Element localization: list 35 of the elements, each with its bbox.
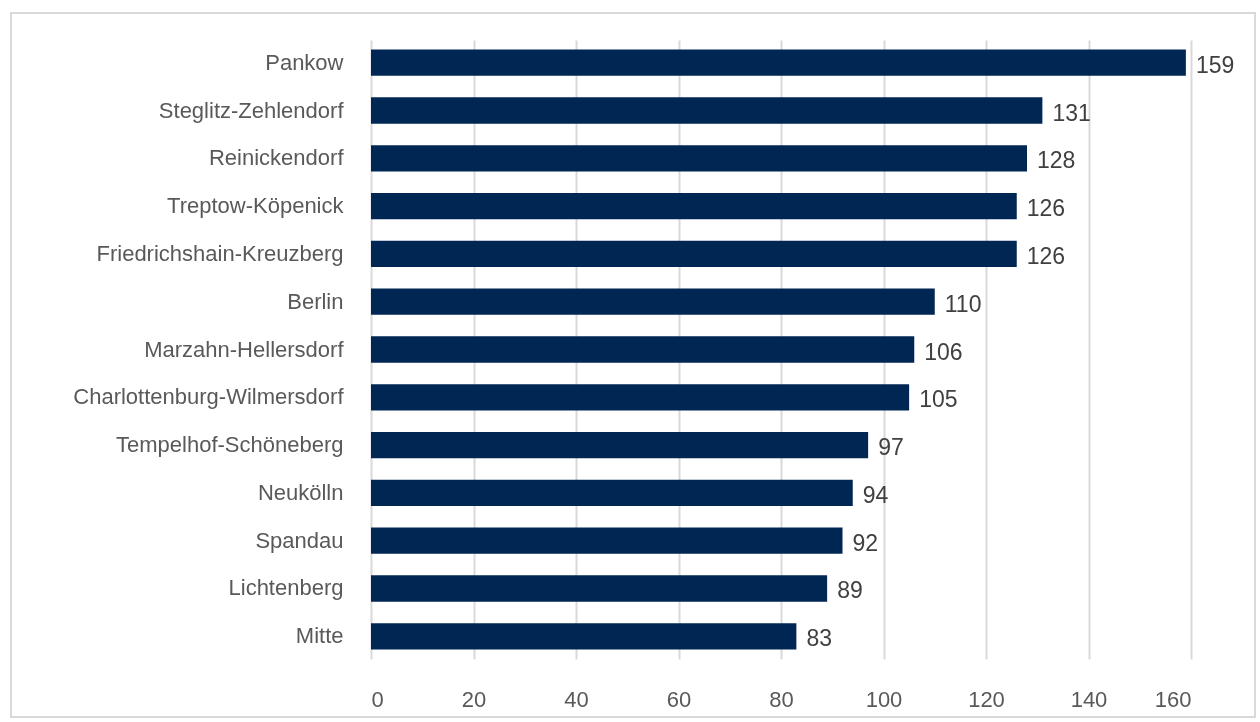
data-label: 105	[919, 386, 958, 413]
data-label: 159	[1195, 51, 1235, 78]
x-tick-label: 60	[666, 686, 692, 712]
y-tick-label: Steglitz-Zehlendorf	[158, 97, 345, 123]
y-tick-label: Mitte	[295, 623, 344, 649]
y-tick-label: Spandau	[255, 527, 344, 553]
data-label: 106	[924, 338, 963, 365]
y-tick-label: Berlin	[287, 288, 344, 314]
data-label: 94	[862, 481, 889, 508]
y-tick-label: Friedrichshain-Kreuzberg	[96, 240, 344, 266]
y-tick-label: Charlottenburg-Wilmersdorf	[73, 384, 345, 410]
x-tick-label: 0	[371, 686, 384, 712]
x-tick-label: 160	[1154, 686, 1192, 712]
x-tick-label: 20	[461, 686, 487, 712]
data-label: 97	[878, 434, 904, 461]
y-tick-label: Neukölln	[257, 479, 344, 505]
x-tick-label: 100	[865, 686, 903, 712]
y-tick-label: Pankow	[265, 49, 344, 75]
data-label: 126	[1026, 242, 1066, 269]
y-tick-label: Treptow-Köpenick	[167, 193, 345, 219]
y-tick-label: Lichtenberg	[228, 575, 344, 601]
y-tick-label: Reinickendorf	[208, 145, 345, 171]
x-tick-label: 140	[1070, 686, 1108, 712]
x-tick-label: 80	[769, 686, 794, 712]
y-tick-label: Tempelhof-Schöneberg	[116, 432, 344, 458]
x-tick-label: 40	[564, 686, 589, 712]
data-label: 89	[837, 577, 863, 604]
data-label: 131	[1052, 99, 1091, 126]
x-tick-label: 120	[968, 686, 1005, 712]
data-label: 92	[852, 529, 879, 556]
y-tick-label: Marzahn-Hellersdorf	[144, 336, 345, 362]
data-label: 128	[1037, 147, 1076, 174]
data-label: 126	[1026, 195, 1066, 222]
data-label: 110	[944, 290, 982, 317]
data-label: 83	[806, 625, 832, 652]
